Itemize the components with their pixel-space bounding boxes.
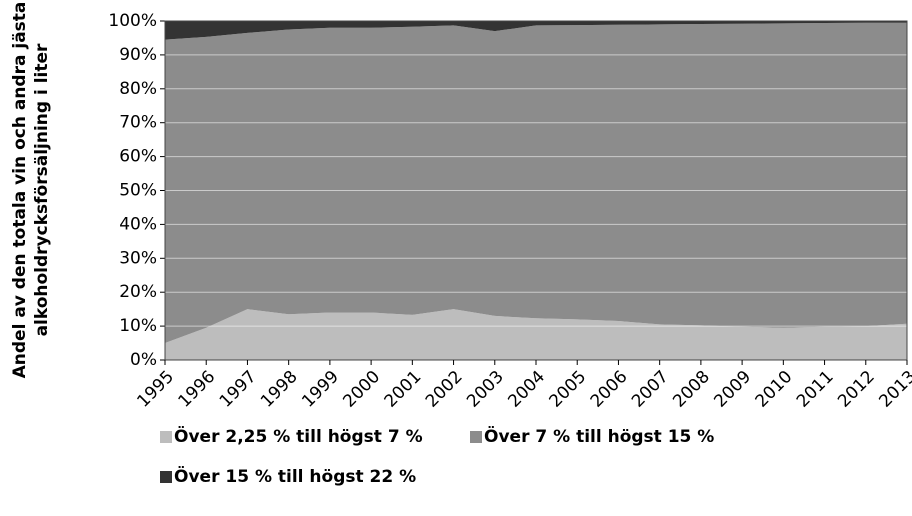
x-tick-label: 2006 (587, 367, 632, 412)
legend-label: Över 7 % till högst 15 % (484, 425, 714, 447)
y-tick-label: 20% (119, 282, 157, 302)
y-tick-label: 10% (119, 316, 157, 336)
y-axis-title: alkoholdrycksförsäljning i liter (32, 43, 52, 336)
legend-key (160, 431, 172, 443)
x-tick-label: 1998 (257, 367, 302, 412)
x-tick-label: 2003 (463, 367, 508, 412)
area (165, 309, 907, 360)
x-tick-label: 2001 (381, 367, 426, 412)
y-tick-label: 30% (119, 248, 157, 268)
x-tick-label: 2000 (339, 367, 384, 412)
x-tick-label: 2011 (793, 367, 838, 412)
x-tick-label: 2007 (628, 367, 673, 412)
legend-label: Över 2,25 % till högst 7 % (174, 425, 423, 447)
x-tick-label: 2005 (546, 367, 591, 412)
x-tick-label: 2013 (875, 367, 912, 412)
y-axis-title: Andel av den totala vin och andra jästa (10, 2, 30, 379)
x-tick-label: 1996 (175, 367, 220, 412)
x-tick-label: 2002 (422, 367, 467, 412)
legend-key (470, 431, 482, 443)
x-tick-label: 1999 (298, 367, 343, 412)
legend-key (160, 471, 172, 483)
x-tick-label: 2010 (752, 367, 797, 412)
y-tick-label: 70% (119, 113, 157, 133)
x-tick-label: 2009 (710, 367, 755, 412)
x-tick-label: 1997 (216, 367, 261, 412)
y-tick-label: 50% (119, 181, 157, 201)
y-tick-label: 0% (130, 350, 157, 370)
x-tick-label: 2012 (834, 367, 879, 412)
y-tick-label: 80% (119, 79, 157, 99)
x-tick-label: 1995 (133, 367, 178, 412)
area (165, 21, 907, 40)
x-tick-label: 2004 (504, 367, 549, 412)
y-tick-label: 90% (119, 45, 157, 65)
area (165, 22, 907, 344)
legend-label: Över 15 % till högst 22 % (174, 465, 416, 487)
y-tick-label: 60% (119, 147, 157, 167)
x-tick-label: 2008 (669, 367, 714, 412)
y-tick-label: 40% (119, 214, 157, 234)
y-tick-label: 100% (108, 11, 157, 31)
